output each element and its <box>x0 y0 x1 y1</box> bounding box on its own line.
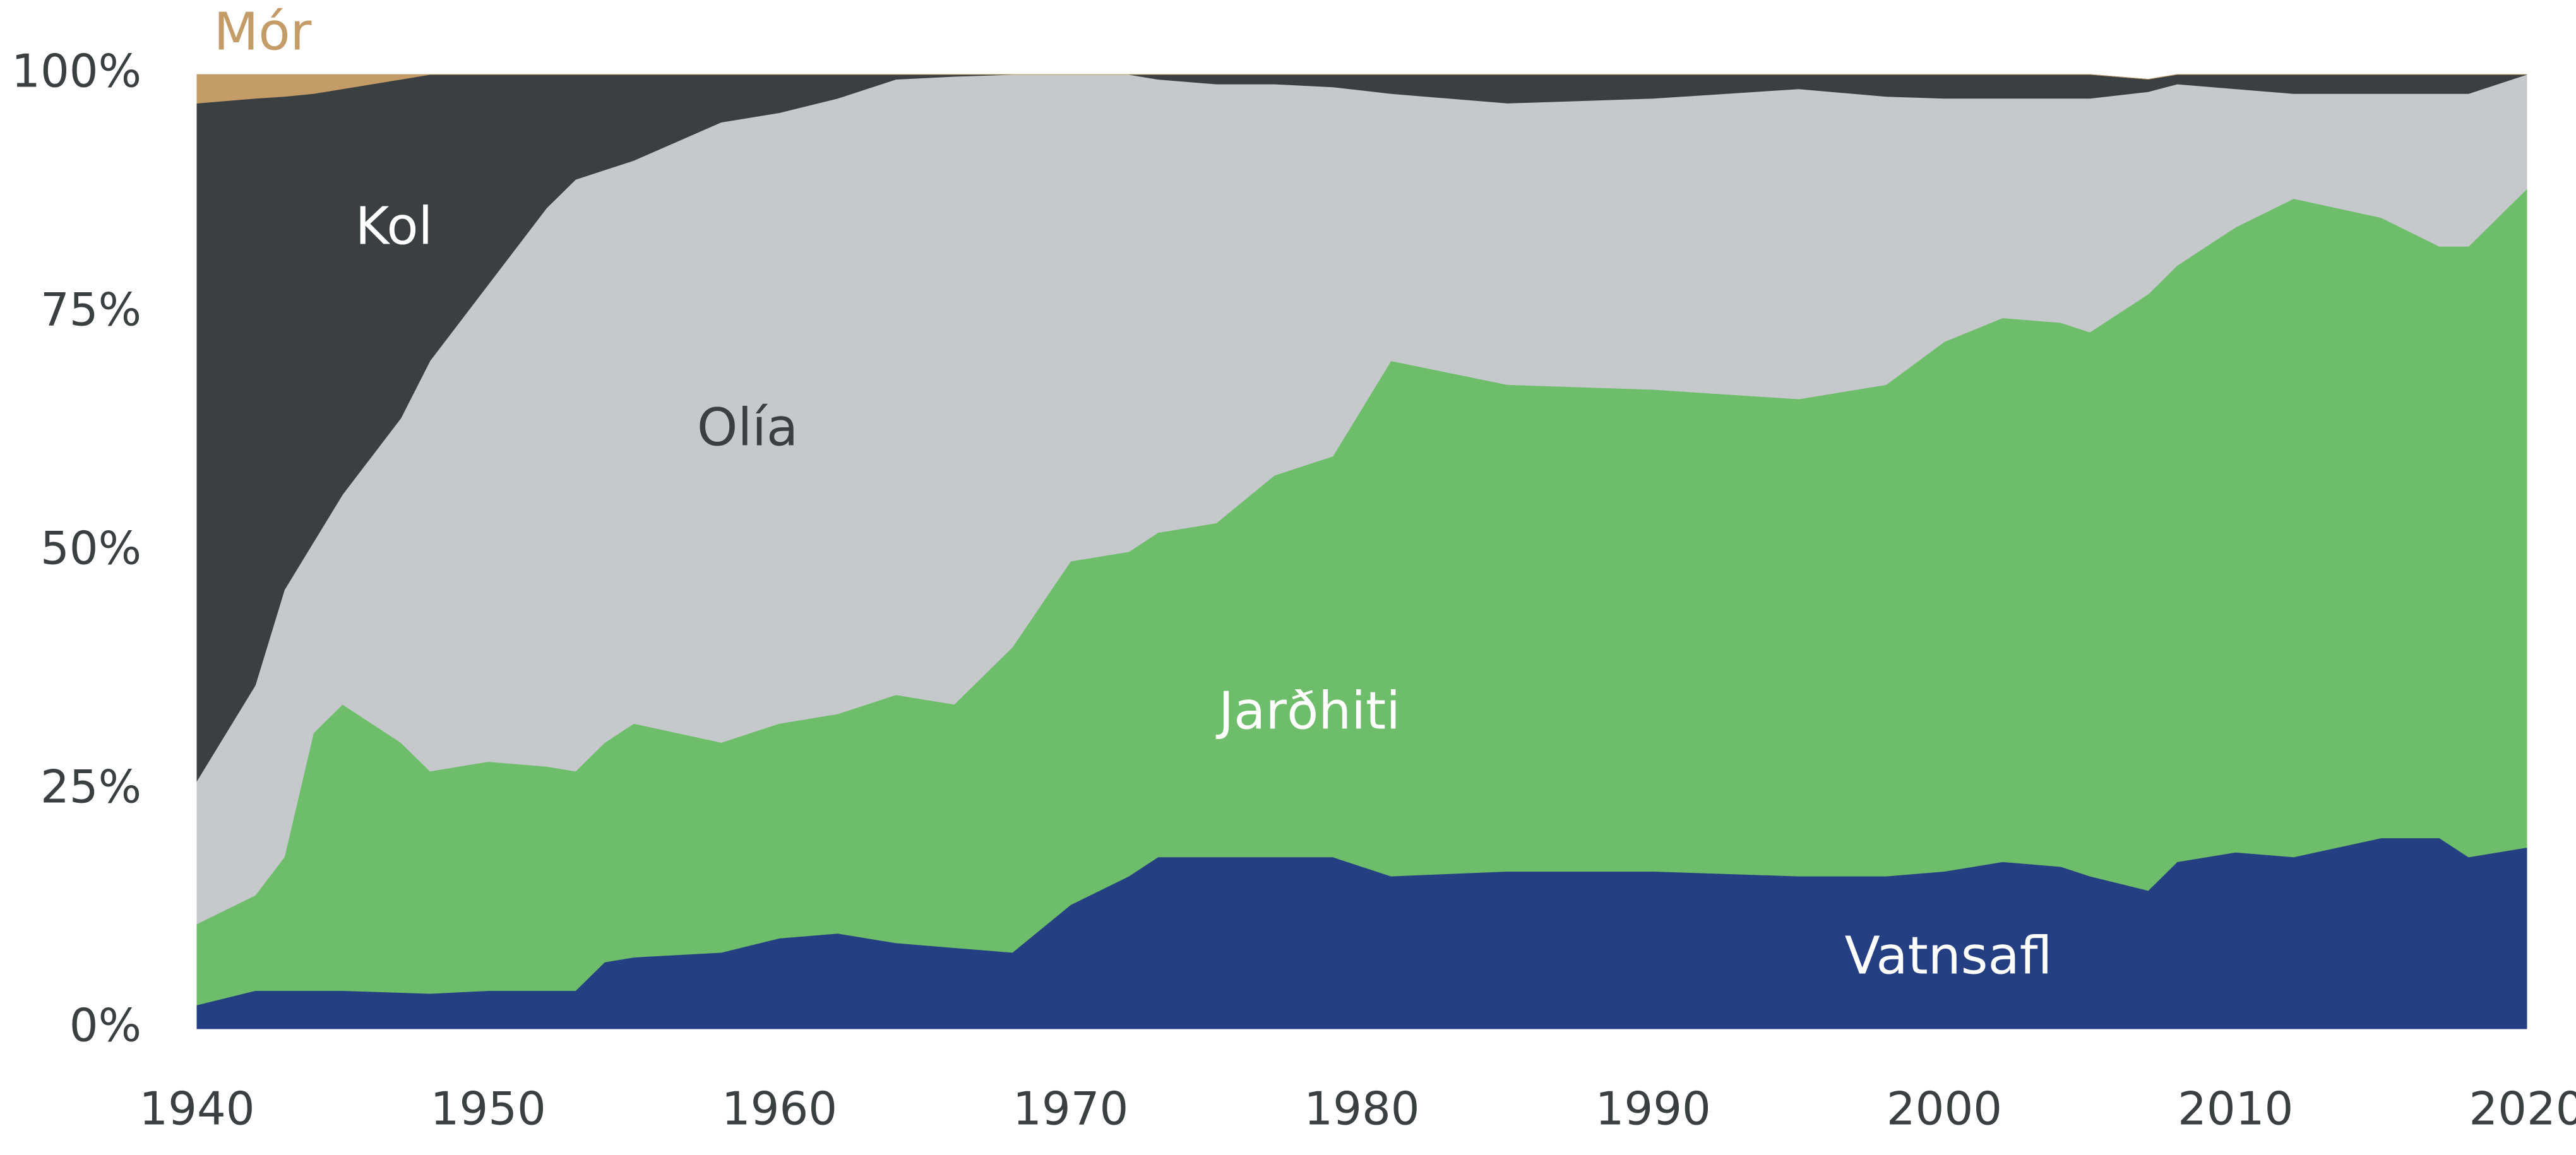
x-tick-label: 1980 <box>1304 1082 1419 1135</box>
series-label: Jarðhiti <box>1215 681 1400 741</box>
series-label: Vatnsafl <box>1845 926 2053 986</box>
x-tick-label: 2020 <box>2469 1082 2576 1135</box>
y-tick-label: 75% <box>40 283 141 336</box>
y-tick-label: 0% <box>69 999 141 1052</box>
x-tick-label: 1990 <box>1595 1082 1711 1135</box>
series-label: Mór <box>214 2 312 62</box>
x-tick-label: 2000 <box>1887 1082 2002 1135</box>
x-tick-label: 1940 <box>139 1082 254 1135</box>
area <box>196 74 2527 104</box>
y-tick-label: 100% <box>11 45 141 98</box>
series-label: Olía <box>697 398 798 458</box>
x-tick-label: 2010 <box>2178 1082 2293 1135</box>
x-tick-label: 1960 <box>722 1082 837 1135</box>
y-tick-label: 25% <box>40 761 141 814</box>
x-tick-label: 1950 <box>431 1082 546 1135</box>
x-tick-label: 1970 <box>1013 1082 1128 1135</box>
series-label: Kol <box>355 196 433 256</box>
y-tick-label: 50% <box>40 522 141 575</box>
